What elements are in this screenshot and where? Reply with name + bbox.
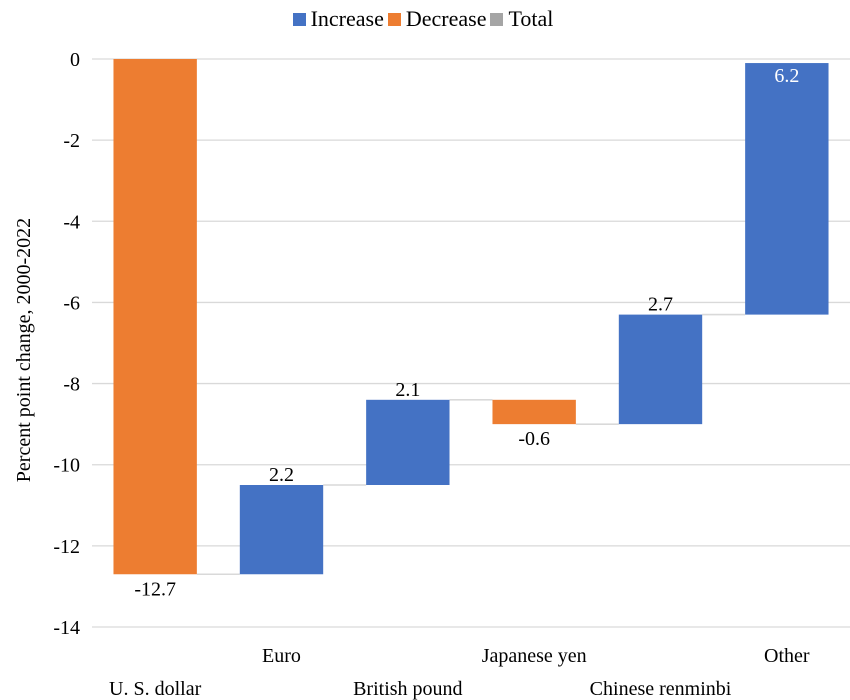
legend-item-decrease: Decrease <box>387 6 487 32</box>
y-tick-label: -6 <box>63 292 80 314</box>
bar-japanese-yen <box>492 399 576 425</box>
legend-item-increase: Increase <box>292 6 384 32</box>
x-category-label: U. S. dollar <box>109 678 202 700</box>
gridlines <box>92 58 850 628</box>
legend-label-decrease: Decrease <box>405 6 487 31</box>
x-category-label: Other <box>764 645 810 667</box>
y-tick-label: -12 <box>53 536 80 558</box>
data-label: -12.7 <box>134 578 176 600</box>
x-category-label: British pound <box>353 678 462 700</box>
bar-british-pound <box>366 399 450 485</box>
y-tick-label: -8 <box>63 374 80 396</box>
data-labels: -12.7 2.2 2.1 -0.6 2.7 6.2 <box>134 65 799 600</box>
bar-u-s-dollar <box>113 59 197 575</box>
legend-label-total: Total <box>508 6 554 31</box>
connector-lines <box>196 313 746 576</box>
legend-item-total: Total <box>490 6 553 32</box>
y-tick-label: 0 <box>70 49 80 71</box>
y-tick-label: -14 <box>53 617 80 639</box>
legend-swatch-total <box>490 12 504 26</box>
bar-other <box>745 63 829 315</box>
y-axis-title: Percent point change, 2000-2022 <box>13 218 35 482</box>
data-label: 2.1 <box>395 379 420 401</box>
x-axis: U. S. dollar Euro British pound Japanese ye… <box>109 645 810 700</box>
chart-legend: Increase Decrease Total <box>0 6 850 32</box>
y-tick-label: -2 <box>63 130 80 152</box>
data-label: 6.2 <box>774 65 799 87</box>
x-category-label: Japanese yen <box>482 645 587 667</box>
y-axis: 0 -2 -4 -6 -8 -10 -12 -14 <box>53 49 80 639</box>
data-label: 2.2 <box>269 464 294 486</box>
bars <box>113 59 829 575</box>
x-category-label: Euro <box>262 645 301 667</box>
y-tick-label: -10 <box>53 455 80 477</box>
data-label: -0.6 <box>518 428 550 450</box>
data-label: 2.7 <box>648 294 673 316</box>
bar-chinese-renminbi <box>618 314 703 425</box>
legend-swatch-decrease <box>387 12 401 26</box>
legend-label-increase: Increase <box>310 6 384 31</box>
x-category-label: Chinese renminbi <box>590 678 732 700</box>
bar-euro <box>239 485 324 575</box>
legend-swatch-increase <box>292 12 306 26</box>
y-tick-label: -4 <box>63 211 80 233</box>
